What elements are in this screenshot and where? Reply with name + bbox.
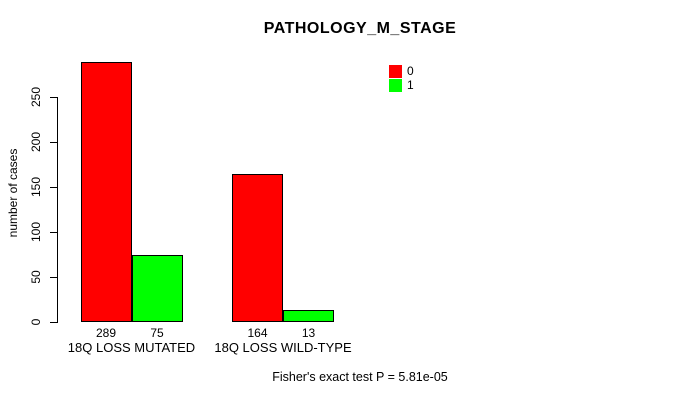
y-tick-label: 200 bbox=[29, 131, 43, 153]
y-tick-mark bbox=[50, 142, 57, 143]
legend: 0 1 bbox=[389, 64, 414, 92]
legend-swatch-red bbox=[389, 64, 402, 78]
group-label: 18Q LOSS WILD-TYPE bbox=[214, 340, 352, 355]
y-tick-mark bbox=[50, 322, 57, 323]
y-tick-label: 100 bbox=[29, 221, 43, 243]
stat-test-annotation: Fisher's exact test P = 5.81e-05 bbox=[272, 370, 448, 384]
bar-18q-loss-mutated-series-1 bbox=[131, 254, 183, 322]
y-axis-title: number of cases bbox=[6, 148, 20, 238]
bar-value-label: 13 bbox=[301, 326, 316, 340]
bar-18q-loss-wild-type-series-1 bbox=[283, 310, 334, 322]
legend-item-1: 1 bbox=[389, 78, 414, 92]
bar-value-label: 164 bbox=[247, 326, 268, 340]
y-tick-label: 50 bbox=[29, 270, 43, 284]
legend-label: 1 bbox=[407, 77, 414, 92]
y-tick-label: 150 bbox=[29, 176, 43, 198]
chart-title: PATHOLOGY_M_STAGE bbox=[263, 20, 457, 37]
bar-value-label: 289 bbox=[95, 326, 117, 340]
y-tick-mark bbox=[50, 277, 57, 278]
bar-18q-loss-wild-type-series-0 bbox=[232, 174, 283, 322]
y-axis-line bbox=[57, 97, 58, 323]
y-tick-mark bbox=[50, 232, 57, 233]
bar-18q-loss-mutated-series-0 bbox=[80, 61, 132, 322]
y-tick-label: 0 bbox=[29, 318, 43, 326]
y-tick-mark bbox=[50, 187, 57, 188]
legend-item-0: 0 bbox=[389, 64, 414, 78]
legend-swatch-green bbox=[389, 78, 402, 92]
group-label: 18Q LOSS MUTATED bbox=[67, 340, 196, 355]
y-tick-label: 250 bbox=[29, 86, 43, 108]
y-tick-mark bbox=[50, 97, 57, 98]
bar-value-label: 75 bbox=[150, 326, 164, 340]
legend-label: 0 bbox=[407, 63, 414, 78]
